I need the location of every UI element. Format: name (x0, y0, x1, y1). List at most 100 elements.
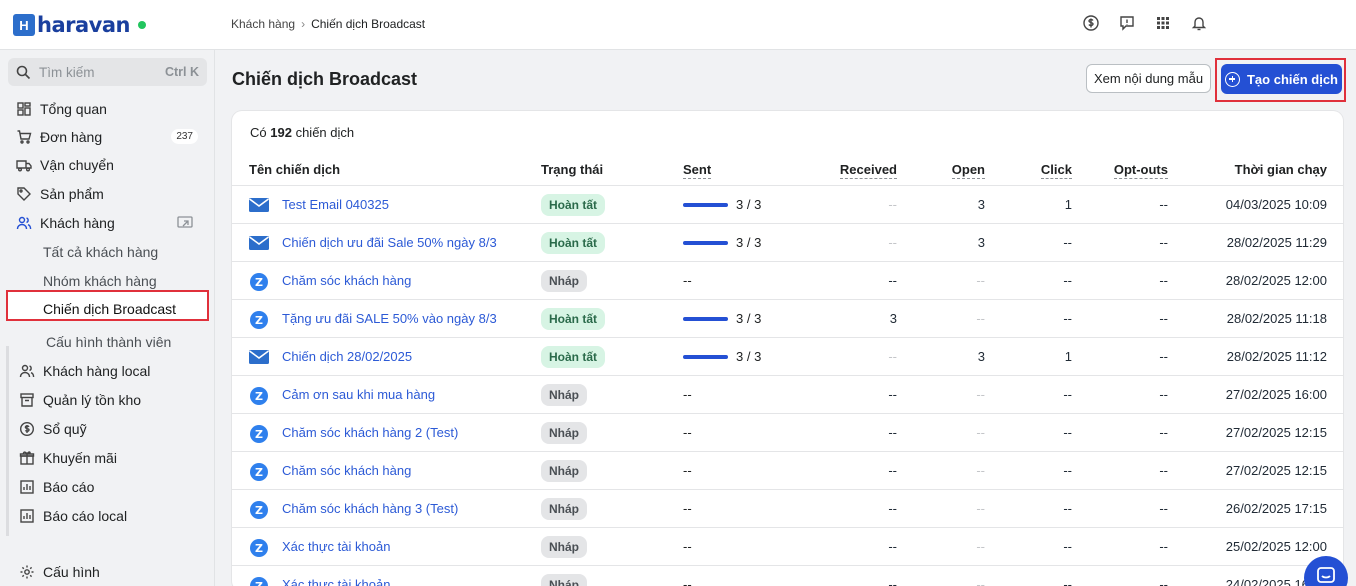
table-row[interactable]: Z Xác thực tài khoản Nháp -- -- -- -- -- 25/02/2… (232, 528, 1343, 566)
campaign-name-link[interactable]: Chăm sóc khách hàng (282, 273, 412, 288)
currency-icon[interactable] (1082, 14, 1100, 32)
received-count: -- (888, 273, 897, 288)
sidebar-subitem-broadcast[interactable]: Chiến dịch Broadcast (0, 295, 215, 323)
click-count: 1 (1064, 349, 1072, 364)
breadcrumb: Khách hàng › Chiến dịch Broadcast (231, 17, 425, 31)
chat-support-button[interactable] (1304, 556, 1348, 586)
received-count: -- (888, 577, 897, 586)
sidebar-subitem-all-customers[interactable]: Tất cả khách hàng (0, 238, 215, 266)
sidebar-item-reports-local[interactable]: Báo cáo local (0, 502, 215, 530)
status-badge: Hoàn tất (541, 194, 605, 216)
status-badge: Nháp (541, 422, 587, 444)
sidebar-item-customers-local[interactable]: Khách hàng local (0, 357, 215, 385)
orders-count-badge: 237 (171, 129, 198, 144)
top-icons (1082, 14, 1208, 32)
open-count: -- (976, 501, 985, 516)
tag-icon (15, 186, 32, 203)
sidebar-item-customers[interactable]: Khách hàng (0, 209, 215, 237)
campaign-name-link[interactable]: Xác thực tài khoản (282, 577, 391, 586)
brand-name: haravan (37, 13, 130, 37)
sidebar-item-settings[interactable]: Cấu hình (0, 558, 215, 586)
sent-count: 3 / 3 (736, 197, 762, 212)
campaign-name-link[interactable]: Chăm sóc khách hàng (282, 463, 412, 478)
truck-icon (15, 157, 32, 174)
sidebar-item-promotions[interactable]: Khuyến mãi (0, 444, 215, 472)
table-row[interactable]: Z Chăm sóc khách hàng 3 (Test) Nháp -- -- -- -… (232, 490, 1343, 528)
status-badge: Hoàn tất (541, 232, 605, 254)
breadcrumb-customers[interactable]: Khách hàng (231, 17, 296, 31)
run-time: 27/02/2025 16:00 (1225, 387, 1327, 402)
run-time: 24/02/2025 16:00 (1225, 577, 1327, 586)
optouts-count: -- (1159, 463, 1168, 478)
sidebar-item-cashbook[interactable]: Sổ quỹ (0, 415, 215, 443)
sidebar-item-shipping[interactable]: Vận chuyển (0, 151, 215, 179)
svg-text:Z: Z (255, 466, 263, 479)
sent-count: 3 / 3 (736, 235, 762, 250)
table-row[interactable]: Chiến dịch 28/02/2025 Hoàn tất 3 / 3 -- 3 1 --… (232, 338, 1343, 376)
open-count: -- (976, 387, 985, 402)
campaign-name-link[interactable]: Cảm ơn sau khi mua hàng (282, 387, 436, 402)
optouts-count: -- (1159, 273, 1168, 288)
bell-icon[interactable] (1190, 14, 1208, 32)
campaign-table-card: Có 192 chiến dịch Tên chiến dịch Trạng t… (232, 111, 1343, 586)
external-window-icon[interactable] (177, 216, 193, 230)
apps-grid-icon[interactable] (1154, 14, 1172, 32)
table-row[interactable]: Chiến dịch ưu đãi Sale 50% ngày 8/3 Hoàn … (232, 224, 1343, 262)
svg-text:Z: Z (255, 390, 263, 403)
column-header-received[interactable]: Received (839, 162, 897, 179)
sidebar-item-orders[interactable]: Đơn hàng 237 (0, 123, 215, 151)
optouts-count: -- (1159, 349, 1168, 364)
search-input[interactable]: Tìm kiếm Ctrl K (8, 58, 207, 86)
plus-circle-icon (1224, 71, 1240, 87)
sidebar-item-overview[interactable]: Tổng quan (0, 95, 215, 123)
table-row[interactable]: Z Xác thực tài khoản Nháp -- -- -- -- -- 24/02/2… (232, 566, 1343, 586)
received-count: -- (888, 539, 897, 554)
click-count: -- (1063, 273, 1072, 288)
campaign-name-link[interactable]: Chiến dịch 28/02/2025 (282, 349, 413, 364)
sidebar-item-label: Sổ quỹ (43, 421, 87, 437)
run-time: 27/02/2025 12:15 (1225, 425, 1327, 440)
campaign-name-link[interactable]: Chiến dịch ưu đãi Sale 50% ngày 8/3 (282, 235, 497, 250)
search-icon (16, 65, 31, 79)
sidebar-item-inventory[interactable]: Quản lý tồn kho (0, 386, 215, 414)
zalo-channel-icon: Z (249, 538, 269, 557)
table-row[interactable]: Z Chăm sóc khách hàng 2 (Test) Nháp -- -- -- -… (232, 414, 1343, 452)
zalo-channel-icon: Z (249, 310, 269, 329)
sent-count: 3 / 3 (736, 349, 762, 364)
campaign-name-link[interactable]: Chăm sóc khách hàng 3 (Test) (282, 501, 459, 516)
campaign-name-link[interactable]: Test Email 040325 (282, 197, 389, 212)
users-icon (15, 215, 32, 232)
sidebar-subitem-customer-groups[interactable]: Nhóm khách hàng (0, 267, 215, 295)
run-time: 04/03/2025 10:09 (1225, 197, 1327, 212)
sidebar-item-label: Báo cáo (43, 479, 95, 495)
view-sample-content-button[interactable]: Xem nội dung mẫu (1086, 64, 1211, 93)
sidebar-item-products[interactable]: Sản phẩm (0, 180, 215, 208)
feedback-icon[interactable] (1118, 14, 1136, 32)
svg-text:Z: Z (255, 580, 263, 586)
table-row[interactable]: Z Tặng ưu đãi SALE 50% vào ngày 8/3 Hoàn t… (232, 300, 1343, 338)
haravan-logo[interactable]: H haravan (13, 8, 146, 42)
column-header-sent[interactable]: Sent (683, 162, 712, 179)
campaign-name-link[interactable]: Tặng ưu đãi SALE 50% vào ngày 8/3 (282, 311, 497, 326)
column-header-optouts[interactable]: Opt-outs (1113, 162, 1168, 179)
table-row[interactable]: Test Email 040325 Hoàn tất 3 / 3 -- 3 1 -- 04/0… (232, 186, 1343, 224)
campaign-name-link[interactable]: Chăm sóc khách hàng 2 (Test) (282, 425, 459, 440)
sidebar-subitem-membership-config[interactable]: Cấu hình thành viên (0, 328, 215, 356)
sidebar-item-label: Sản phẩm (40, 186, 104, 202)
open-count: -- (976, 311, 985, 326)
table-row[interactable]: Z Chăm sóc khách hàng Nháp -- -- -- -- -- 28/02/… (232, 262, 1343, 300)
sidebar-item-label: Tất cả khách hàng (43, 244, 159, 260)
create-campaign-button[interactable]: Tạo chiến dịch (1221, 64, 1342, 94)
sidebar-item-reports[interactable]: Báo cáo (0, 473, 215, 501)
column-header-open[interactable]: Open (951, 162, 985, 179)
svg-text:Z: Z (255, 314, 263, 327)
sidebar-scrollbar[interactable] (6, 346, 9, 536)
column-header-status: Trạng thái (541, 162, 604, 177)
column-header-click[interactable]: Click (1040, 162, 1072, 179)
table-row[interactable]: Z Chăm sóc khách hàng Nháp -- -- -- -- -- 27/02/… (232, 452, 1343, 490)
create-campaign-label: Tạo chiến dịch (1246, 71, 1338, 87)
sent-count: 3 / 3 (736, 311, 762, 326)
optouts-count: -- (1159, 235, 1168, 250)
campaign-name-link[interactable]: Xác thực tài khoản (282, 539, 391, 554)
table-row[interactable]: Z Cảm ơn sau khi mua hàng Nháp -- -- -- -- -- 27… (232, 376, 1343, 414)
